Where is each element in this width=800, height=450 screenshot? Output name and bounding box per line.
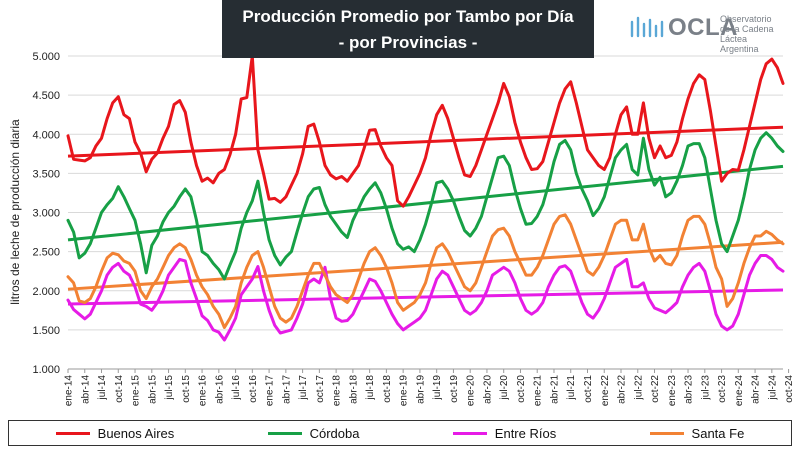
logo-wordmark: OCLA bbox=[668, 14, 738, 41]
series-line bbox=[66, 213, 785, 329]
x-tick-label: oct-21 bbox=[583, 375, 594, 403]
x-tick-label: abr-20 bbox=[482, 375, 493, 404]
legend-swatch bbox=[649, 431, 684, 435]
legend-label: Buenos Aires bbox=[97, 425, 175, 441]
x-tick-label: oct-24 bbox=[784, 375, 795, 403]
x-tick-label: ene-14 bbox=[64, 375, 75, 407]
chart-title: Producción Promedio por Tambo por Día - … bbox=[222, 0, 594, 58]
x-tick-label: jul-24 bbox=[767, 375, 778, 401]
y-tick-label: 3.000 bbox=[32, 208, 60, 220]
x-tick-label: jul-19 bbox=[432, 375, 443, 401]
chart-legend: Buenos Aires Córdoba Entre Ríos Santa Fe bbox=[8, 420, 792, 446]
series-line bbox=[66, 254, 785, 342]
ocla-logo: OCLA Observatorio de la Cadena Láctea Ar… bbox=[628, 10, 798, 54]
y-tick-label: 1.500 bbox=[32, 325, 60, 337]
trendline bbox=[67, 240, 784, 291]
x-tick-label: abr-21 bbox=[549, 375, 560, 404]
y-tick-label: 3.500 bbox=[32, 168, 60, 180]
x-tick-label: abr-22 bbox=[617, 375, 628, 404]
x-tick-label: ene-15 bbox=[131, 375, 142, 407]
trendlines bbox=[67, 125, 784, 306]
x-tick-label: jul-23 bbox=[700, 375, 711, 401]
series-line bbox=[66, 131, 785, 281]
x-tick-label: abr-24 bbox=[751, 375, 762, 404]
x-tick-label: oct-15 bbox=[181, 375, 192, 403]
x-tick-label: jul-14 bbox=[97, 375, 108, 401]
legend-item: Buenos Aires bbox=[55, 425, 175, 441]
y-tick-labels: 1.000 1.500 2.000 2.500 3.000 3.500 4.000 4.500… bbox=[32, 51, 60, 376]
x-tick-label: abr-16 bbox=[214, 375, 225, 404]
x-tick-label: jul-18 bbox=[365, 375, 376, 401]
x-tick-label: abr-19 bbox=[415, 375, 426, 404]
x-tick-label: abr-17 bbox=[281, 375, 292, 404]
x-tick-label: ene-19 bbox=[399, 375, 410, 407]
x-tick-label: oct-16 bbox=[248, 375, 259, 403]
legend-label: Santa Fe bbox=[691, 425, 745, 441]
y-axis-label: litros de leche de producción diaria bbox=[8, 119, 22, 305]
x-tick-label: jul-21 bbox=[566, 375, 577, 401]
y-tick-label: 2.000 bbox=[32, 286, 60, 298]
x-tick-label: oct-23 bbox=[717, 375, 728, 403]
x-tick-label: jul-17 bbox=[298, 375, 309, 401]
legend-label: Córdoba bbox=[309, 425, 360, 441]
x-tick-label: jul-15 bbox=[164, 375, 175, 401]
legend-swatch bbox=[55, 431, 90, 435]
x-tick-label: ene-20 bbox=[466, 375, 477, 407]
legend-item: Entre Ríos bbox=[452, 425, 557, 441]
x-tick-label: oct-17 bbox=[315, 375, 326, 403]
x-tick-label: ene-23 bbox=[667, 375, 678, 407]
x-tick-label: ene-16 bbox=[198, 375, 209, 407]
trendline bbox=[67, 288, 784, 306]
ocla-bars-icon bbox=[630, 16, 664, 38]
trendline bbox=[67, 164, 784, 242]
x-tick-label: ene-18 bbox=[332, 375, 343, 407]
x-tick-label: abr-14 bbox=[80, 375, 91, 404]
x-tick-label: ene-22 bbox=[600, 375, 611, 407]
x-tick-label: oct-22 bbox=[650, 375, 661, 403]
x-tick-label: abr-23 bbox=[684, 375, 695, 404]
title-line-2: - por Provincias - bbox=[338, 33, 478, 52]
logo-line-3: Argentina bbox=[720, 44, 759, 54]
y-tick-label: 1.000 bbox=[32, 364, 60, 376]
x-tick-label: oct-18 bbox=[382, 375, 393, 403]
y-tick-label: 4.000 bbox=[32, 129, 60, 141]
logo-subtitle: Observatorio de la Cadena Láctea Argenti… bbox=[720, 14, 798, 54]
logo-line-2: de la Cadena Láctea bbox=[720, 24, 774, 44]
x-tick-label: oct-19 bbox=[449, 375, 460, 403]
x-tick-label: ene-17 bbox=[265, 375, 276, 407]
logo-line-1: Observatorio bbox=[720, 14, 772, 24]
title-line-1: Producción Promedio por Tambo por Día bbox=[242, 7, 574, 26]
x-tick-label: jul-20 bbox=[499, 375, 510, 401]
legend-swatch bbox=[267, 431, 302, 435]
x-tick-labels: ene-14 abr-14 jul-14 oct-14 ene-15 abr-15 jul-… bbox=[64, 369, 795, 407]
x-tick-label: abr-15 bbox=[147, 375, 158, 404]
y-tick-label: 4.500 bbox=[32, 90, 60, 102]
x-tick-label: oct-20 bbox=[516, 375, 527, 403]
x-tick-label: oct-14 bbox=[114, 375, 125, 403]
legend-item: Córdoba bbox=[267, 425, 360, 441]
x-tick-label: ene-21 bbox=[533, 375, 544, 407]
x-tick-label: ene-24 bbox=[734, 375, 745, 407]
series-line bbox=[66, 54, 785, 208]
x-tick-label: jul-16 bbox=[231, 375, 242, 401]
legend-item: Santa Fe bbox=[649, 425, 745, 441]
x-tick-label: abr-18 bbox=[348, 375, 359, 404]
y-tick-label: 5.000 bbox=[32, 51, 60, 63]
legend-label: Entre Ríos bbox=[494, 425, 557, 441]
y-tick-label: 2.500 bbox=[32, 247, 60, 259]
series-lines bbox=[66, 54, 785, 342]
trendline bbox=[67, 125, 784, 158]
x-tick-label: jul-22 bbox=[633, 375, 644, 401]
legend-swatch bbox=[452, 431, 487, 435]
